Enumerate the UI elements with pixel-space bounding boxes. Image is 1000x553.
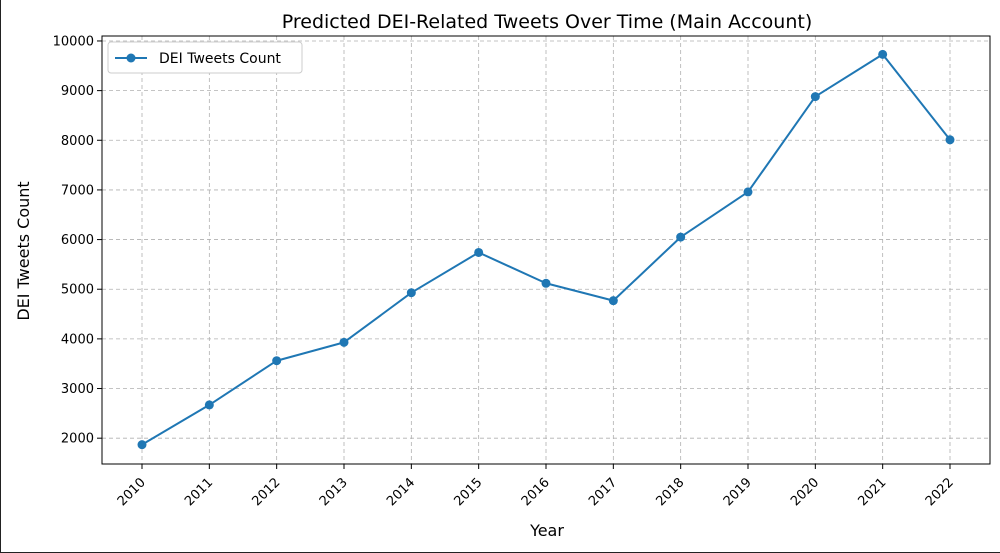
- series-layer: [137, 49, 955, 450]
- data-point: [137, 440, 147, 450]
- legend-label: DEI Tweets Count: [159, 51, 281, 67]
- x-tick-label: 2012: [249, 475, 283, 509]
- y-tick-label: 2000: [61, 432, 94, 447]
- x-axis-ticks: 2010 2011 2012 2013 2014 2015 2016 2017 2018 2019…: [115, 464, 957, 509]
- data-point: [204, 400, 214, 410]
- y-tick-label: 10000: [53, 34, 94, 49]
- data-point: [474, 247, 484, 257]
- data-point: [272, 356, 282, 366]
- y-tick-label: 8000: [61, 134, 94, 149]
- x-tick-label: 2015: [451, 475, 485, 509]
- y-axis-label: DEI Tweets Count: [14, 181, 33, 320]
- data-point: [676, 232, 686, 242]
- data-point: [608, 296, 618, 306]
- x-tick-label: 2014: [384, 475, 418, 509]
- x-tick-label: 2022: [923, 475, 957, 509]
- y-tick-label: 7000: [61, 183, 94, 198]
- y-tick-label: 3000: [61, 382, 94, 397]
- legend-marker-swatch: [126, 53, 136, 63]
- x-tick-label: 2011: [182, 475, 216, 509]
- data-point: [878, 49, 888, 59]
- chart-title: Predicted DEI-Related Tweets Over Time (…: [282, 11, 813, 33]
- data-point: [339, 337, 349, 347]
- grid-lines: [102, 36, 990, 464]
- legend-box: [107, 41, 303, 74]
- data-point: [810, 92, 820, 102]
- x-tick-label: 2018: [653, 475, 687, 509]
- data-point: [541, 278, 551, 288]
- x-tick-label: 2020: [788, 475, 822, 509]
- data-point: [945, 135, 955, 145]
- x-tick-label: 2019: [721, 475, 755, 509]
- x-axis-label: Year: [529, 521, 564, 540]
- y-tick-label: 9000: [61, 84, 94, 99]
- legend: DEI Tweets Count: [107, 41, 303, 74]
- y-tick-label: 5000: [61, 283, 94, 298]
- y-axis-ticks: 2000 3000 4000 5000 6000 7000 8000 9000 10000: [53, 34, 102, 447]
- y-tick-label: 4000: [61, 332, 94, 347]
- x-tick-label: 2010: [115, 475, 149, 509]
- x-tick-label: 2017: [586, 475, 620, 509]
- x-tick-label: 2021: [855, 475, 889, 509]
- y-tick-label: 6000: [61, 233, 94, 248]
- data-point: [406, 288, 416, 298]
- x-tick-label: 2013: [317, 475, 351, 509]
- x-tick-label: 2016: [519, 475, 553, 509]
- data-point: [743, 187, 753, 197]
